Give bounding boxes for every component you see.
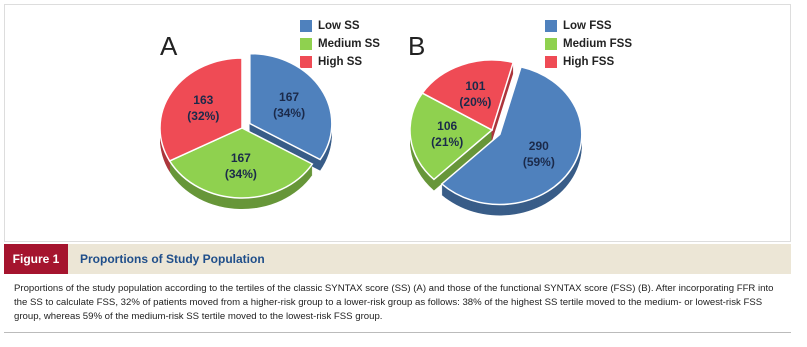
slice: [440, 66, 583, 206]
chart-panel: [4, 4, 791, 242]
slice: [421, 59, 515, 132]
bottom-rule: [4, 332, 791, 333]
legend-label: Low SS: [318, 20, 360, 32]
data-label: 106 (21%): [431, 119, 464, 150]
slice: [409, 92, 494, 181]
figure-caption: Proportions of the study population acco…: [14, 283, 774, 322]
figure-bar: [4, 244, 791, 274]
figure-label: Figure 1: [4, 244, 68, 274]
figure-title: Proportions of Study Population: [80, 252, 265, 266]
data-label: 167 (34%): [273, 89, 306, 120]
data-label: 167 (34%): [224, 151, 257, 182]
legend-label: Low FSS: [563, 20, 612, 32]
legend-label: High FSS: [563, 56, 614, 68]
legend-label: Medium SS: [318, 38, 380, 50]
data-label: 163 (32%): [187, 93, 220, 124]
chart-title: A: [160, 31, 178, 61]
legend-swatch: [300, 56, 312, 68]
legend-swatch: [545, 56, 557, 68]
legend-swatch: [545, 20, 557, 32]
data-label: 101 (20%): [459, 79, 492, 110]
slice: [159, 57, 243, 162]
legend-swatch: [300, 20, 312, 32]
slice: [249, 52, 333, 161]
legend-swatch: [300, 38, 312, 50]
data-label: 290 (59%): [522, 138, 555, 169]
legend-label: Medium FSS: [563, 38, 632, 50]
chart-title: B: [408, 31, 425, 61]
charts: A Low SS Medium SS High SS B Low FSS Medium FS…: [159, 20, 632, 216]
legend-swatch: [545, 38, 557, 50]
legend-label: High SS: [318, 56, 362, 68]
